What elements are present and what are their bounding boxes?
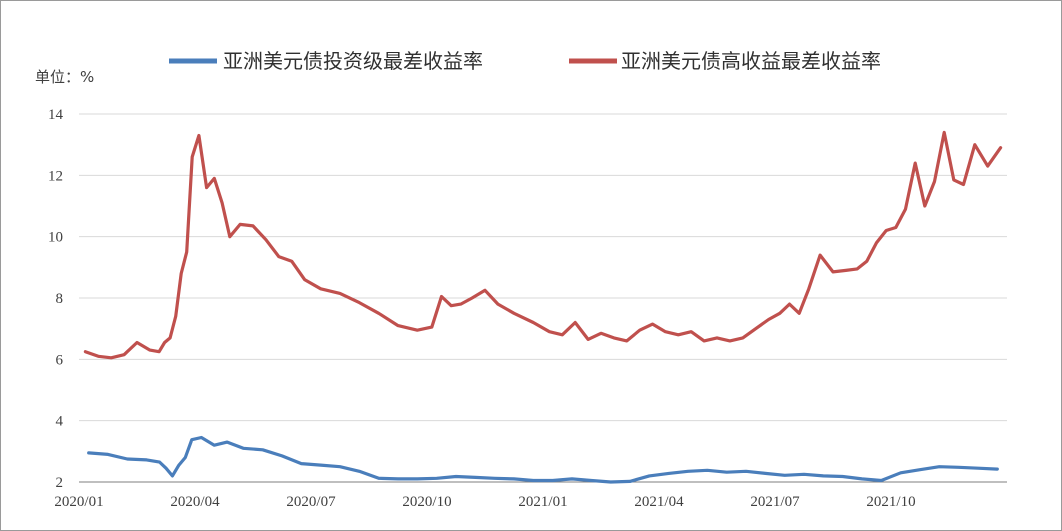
x-tick-label: 2021/04 [634,494,684,510]
y-unit-label: 单位：% [35,68,94,86]
x-tick-label: 2021/01 [518,494,567,510]
y-tick-label: 2 [56,475,64,491]
y-tick-label: 4 [56,414,64,430]
legend: 亚洲美元债投资级最差收益率 亚洲美元债高收益最差收益率 [169,49,881,73]
legend-label-investment-grade: 亚洲美元债投资级最差收益率 [223,49,483,73]
legend-label-high-yield: 亚洲美元债高收益最差收益率 [621,49,881,73]
y-axis-ticks: 2 4 6 8 10 12 14 [48,107,64,491]
x-tick-label: 2020/10 [402,494,451,510]
y-tick-label: 14 [48,107,64,123]
series-lines [83,130,1003,484]
x-tick-label: 2020/01 [54,494,103,510]
x-tick-label: 2020/07 [286,494,336,510]
x-tick-label: 2021/07 [750,494,800,510]
y-tick-label: 12 [48,168,63,184]
x-axis-ticks: 2020/01 2020/04 2020/07 2020/10 2021/01 2021/… [54,494,915,510]
y-tick-label: 8 [56,291,64,307]
x-tick-label: 2020/04 [170,494,220,510]
series-line-investment-grade [87,435,999,484]
x-tick-label: 2021/10 [866,494,915,510]
y-tick-label: 10 [48,230,63,246]
y-tick-label: 6 [56,352,64,368]
series-line-high-yield [83,130,1003,360]
grid-lines [79,113,1007,422]
